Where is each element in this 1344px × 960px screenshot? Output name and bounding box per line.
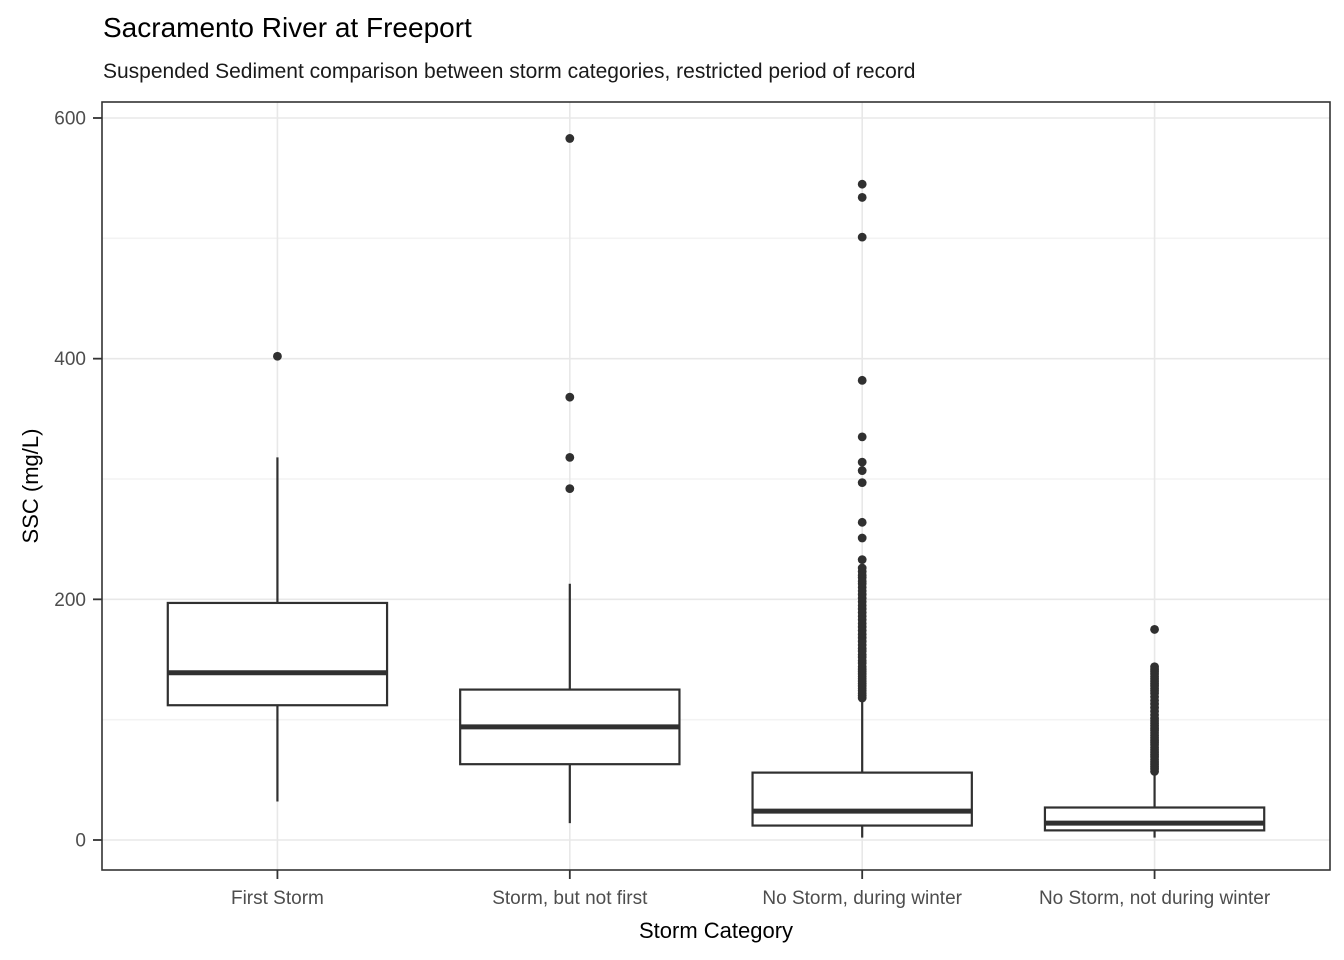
x-axis-title: Storm Category (638, 918, 794, 943)
y-tick-label: 600 (54, 109, 86, 130)
outlier-point (857, 457, 867, 467)
outlier-point (857, 555, 867, 565)
outlier-point (565, 484, 575, 494)
box-iqr (1043, 806, 1266, 832)
y-tick-label: 0 (75, 831, 86, 852)
outlier-point (857, 693, 867, 703)
outlier-point (857, 478, 867, 488)
panel-background (102, 102, 1330, 870)
x-tick-label: First Storm (231, 888, 324, 909)
outlier-point (565, 452, 575, 462)
outlier-point (857, 432, 867, 442)
outlier-point (857, 193, 867, 202)
outlier-point (857, 232, 867, 242)
outlier-point (857, 375, 867, 385)
x-tick-label: No Storm, not during winter (1039, 888, 1271, 909)
outlier-point (857, 179, 867, 189)
outlier-point (857, 533, 867, 543)
box-iqr (751, 771, 973, 827)
outlier-point (857, 517, 867, 527)
y-axis-title: SSC (mg/L) (18, 428, 43, 544)
box-iqr (166, 601, 389, 707)
outlier-point (857, 466, 867, 475)
outlier-point (565, 134, 575, 143)
y-tick-label: 400 (54, 349, 86, 370)
panel-border (101, 101, 1331, 871)
chart-title: Sacramento River at Freeport (103, 12, 472, 43)
outlier-point (273, 351, 282, 361)
x-tick-label: No Storm, during winter (762, 888, 962, 909)
x-tick-label: Storm, but not first (492, 888, 648, 909)
outlier-point (1150, 767, 1159, 776)
outlier-point (1150, 625, 1159, 634)
chart-subtitle: Suspended Sediment comparison between st… (103, 60, 916, 83)
outlier-point (565, 392, 575, 402)
y-tick-label: 200 (54, 590, 86, 611)
